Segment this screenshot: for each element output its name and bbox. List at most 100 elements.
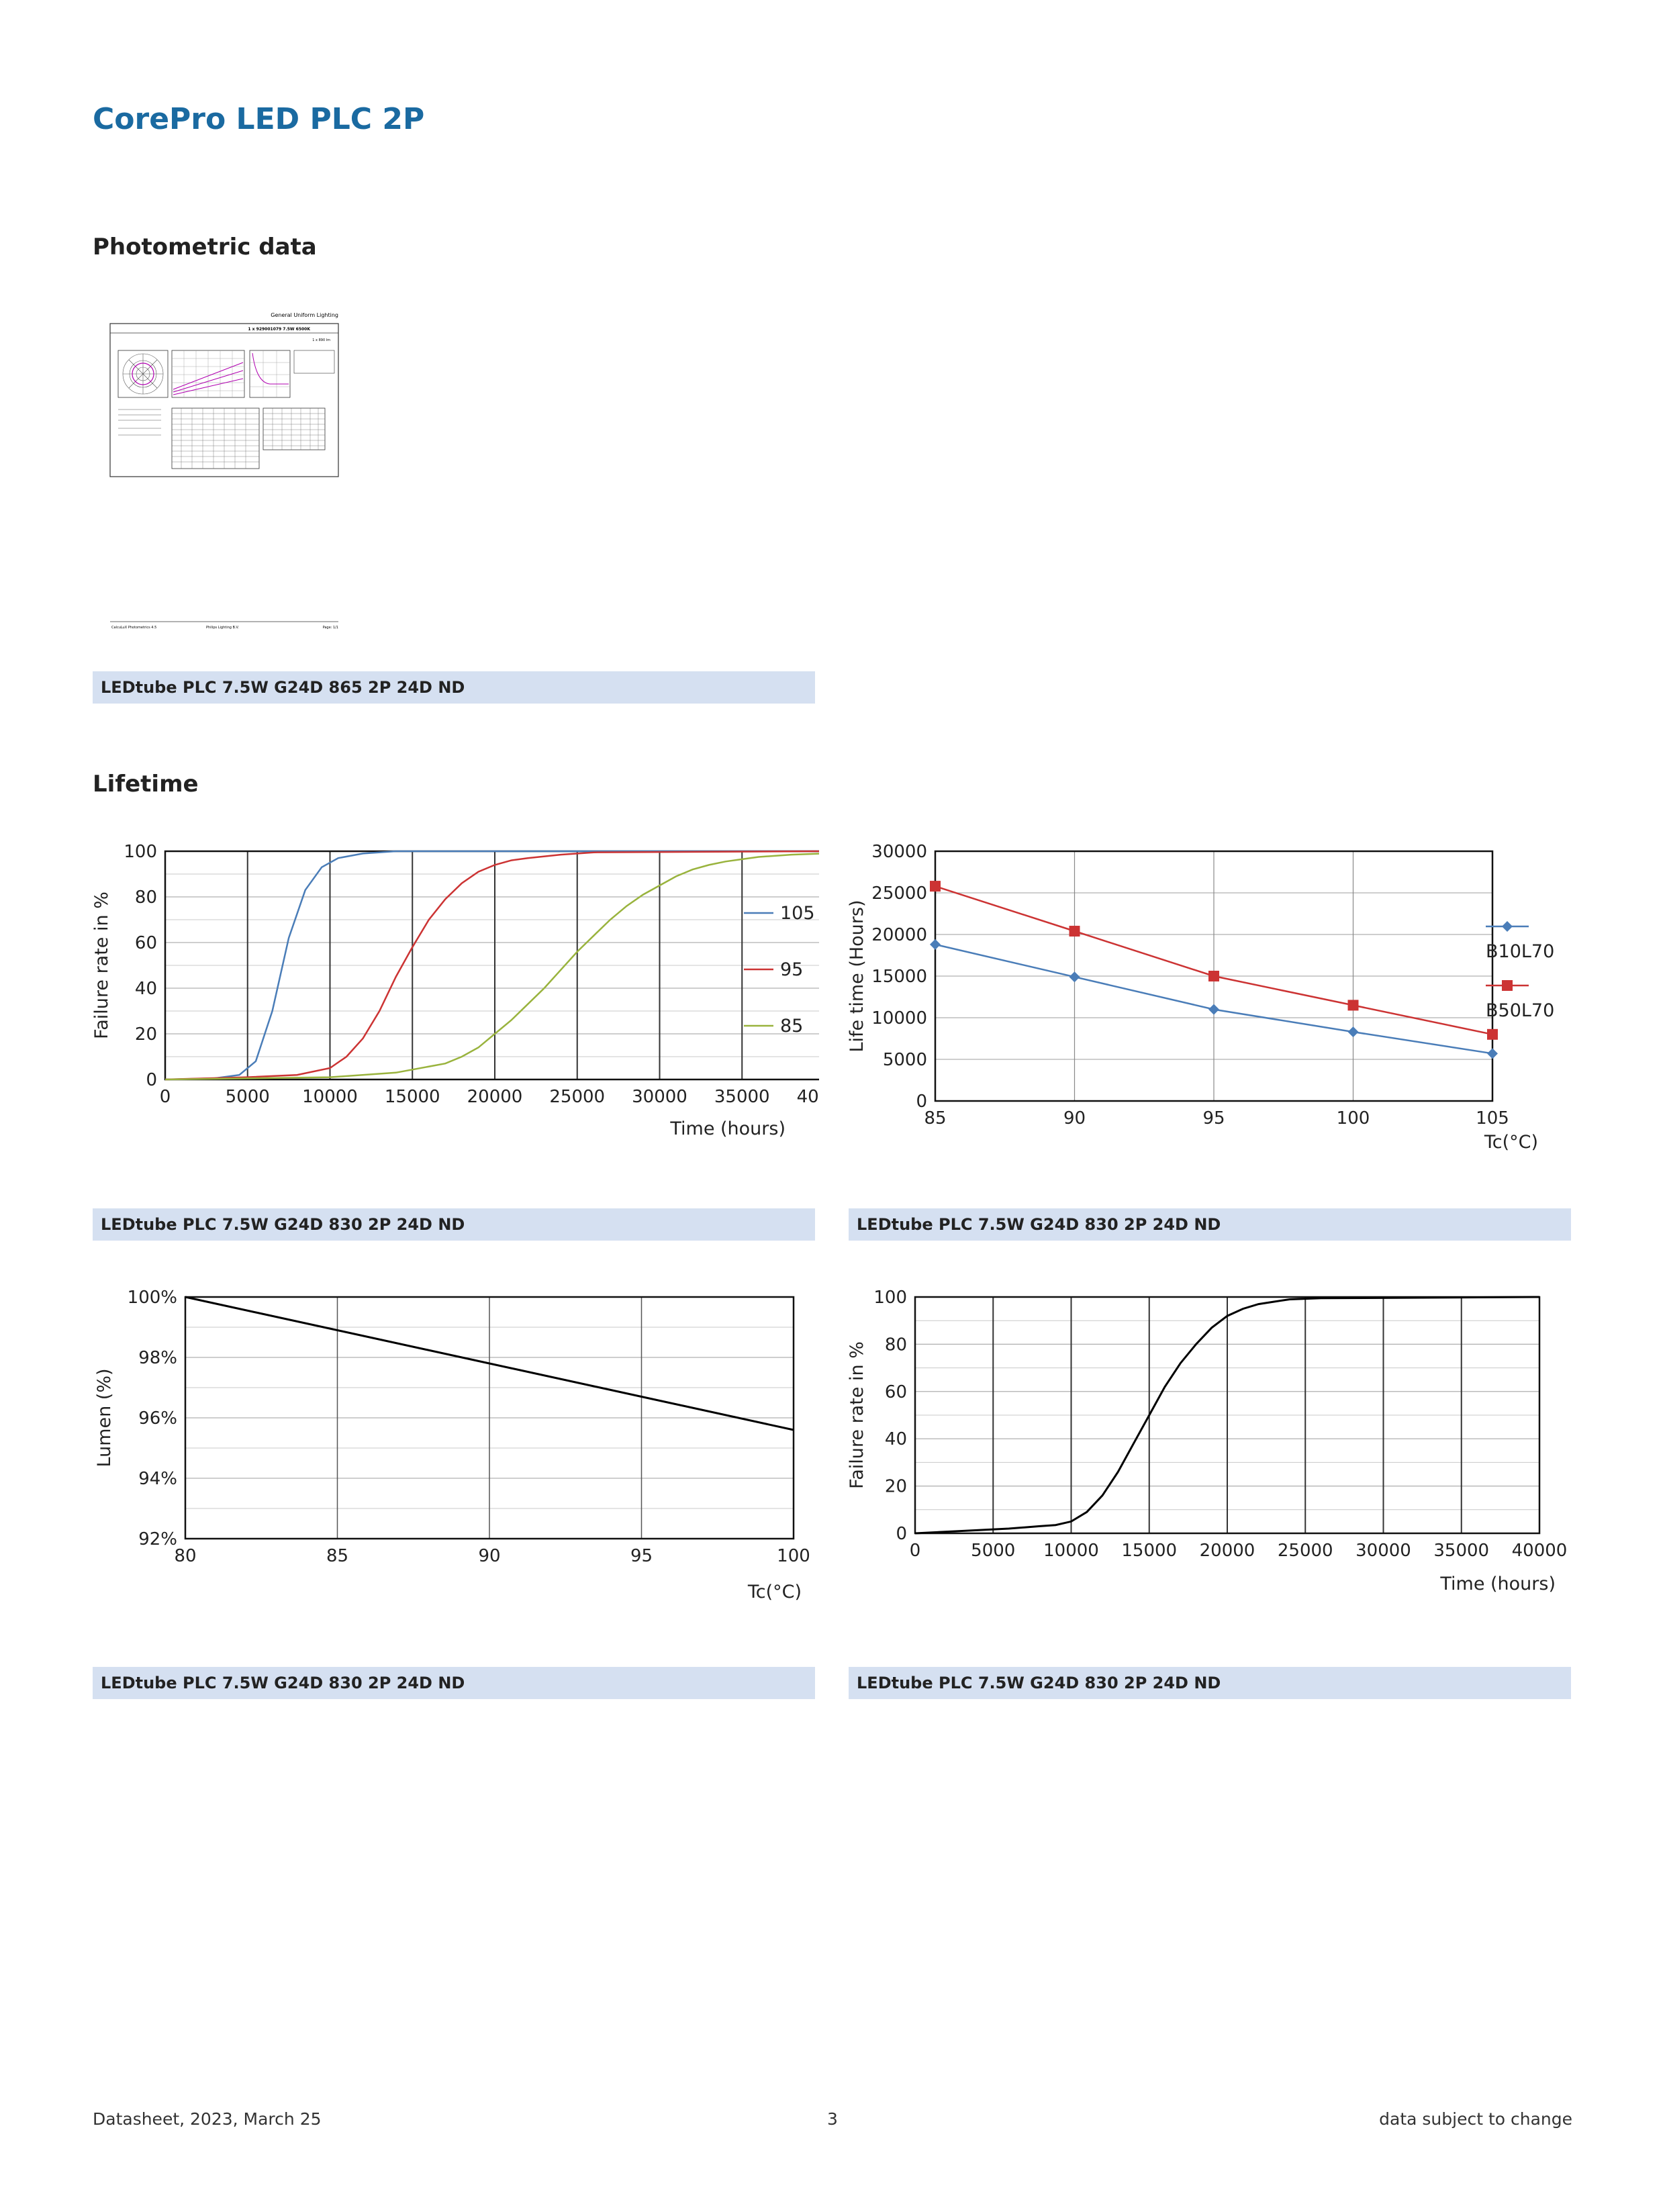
section-title-photometric: Photometric data xyxy=(93,234,317,260)
x-tick-label: 100 xyxy=(1337,1108,1370,1128)
y-tick-label: 0 xyxy=(146,1070,157,1090)
data-point xyxy=(930,881,941,892)
plot-frame xyxy=(914,1296,1541,1535)
thumb-footer-left: CalcuLuX Photometrics 4.5 xyxy=(111,626,156,630)
y-tick-label: 40 xyxy=(885,1429,907,1449)
series-line-95 xyxy=(164,850,819,1081)
x-tick-label: 0 xyxy=(160,1087,171,1107)
y-tick-label: 60 xyxy=(885,1382,907,1402)
series-line-0 xyxy=(185,1296,794,1431)
thumb-polar-diagram xyxy=(117,350,169,398)
y-tick-label: 0 xyxy=(916,1092,927,1112)
photometric-data-sheet: General Uniform Lighting 1 x 929001079 7… xyxy=(109,312,339,630)
y-tick-label: 98% xyxy=(138,1348,177,1368)
y-tick-label: 80 xyxy=(135,887,157,908)
chart-failure-rate-by-temperature: 0 20 40 60 80 100 0 5000 10000 15000 20000 25000 300… xyxy=(91,842,819,1139)
y-tick-label: 94% xyxy=(138,1469,177,1489)
x-tick-label: 20000 xyxy=(1200,1541,1255,1561)
x-tick-label: 10000 xyxy=(302,1087,358,1107)
data-point xyxy=(1487,1048,1498,1059)
caption-chart3: LEDtube PLC 7.5W G24D 830 2P 24D ND xyxy=(93,1667,815,1699)
x-tick-label: 30000 xyxy=(632,1087,687,1107)
thumb-ugr-diagram xyxy=(249,350,335,398)
thumb-quantity-diagram xyxy=(171,350,245,398)
x-tick-label: 5000 xyxy=(226,1087,270,1107)
y-tick-label: 30000 xyxy=(871,842,927,862)
x-tick-label: 90 xyxy=(1063,1108,1086,1128)
y-tick-label: 10000 xyxy=(871,1008,927,1028)
legend-marker xyxy=(1502,980,1513,991)
x-tick-label: 85 xyxy=(326,1546,348,1566)
thumb-header: General Uniform Lighting xyxy=(271,312,338,318)
series-line-105 xyxy=(164,850,819,1081)
footer-disclaimer: data subject to change xyxy=(1379,2109,1572,2129)
data-point xyxy=(1069,926,1080,937)
x-tick-label: 40000 xyxy=(1512,1541,1568,1561)
caption-photometric: LEDtube PLC 7.5W G24D 865 2P 24D ND xyxy=(93,671,815,704)
y-tick-label: 20 xyxy=(135,1024,157,1045)
plot-frame xyxy=(184,1296,795,1540)
x-tick-label: 90 xyxy=(478,1546,500,1566)
data-point xyxy=(930,939,941,950)
x-axis-label: Tc(°C) xyxy=(1484,1132,1538,1153)
x-tick-label: 40000 xyxy=(797,1087,819,1107)
y-axis-label: Lumen (%) xyxy=(94,1368,115,1467)
data-point xyxy=(1347,1000,1359,1011)
x-axis-label: Time (hours) xyxy=(669,1118,786,1139)
x-tick-label: 105 xyxy=(1476,1108,1509,1128)
legend-label: 95 xyxy=(780,959,803,980)
y-tick-label: 25000 xyxy=(871,883,927,904)
x-axis-label: Tc(°C) xyxy=(747,1582,802,1602)
x-tick-label: 95 xyxy=(630,1546,653,1566)
x-tick-label: 95 xyxy=(1202,1108,1225,1128)
x-tick-label: 5000 xyxy=(971,1541,1015,1561)
y-tick-label: 5000 xyxy=(883,1050,927,1070)
thumb-footer-right: Page: 1/1 xyxy=(323,626,338,630)
chart-failure-rate-830: 0 20 40 60 80 100 0 5000 10000 15000 20000 25000 300… xyxy=(847,1289,1568,1594)
x-tick-label: 100 xyxy=(777,1546,810,1566)
x-tick-label: 0 xyxy=(910,1541,921,1561)
y-tick-label: 100 xyxy=(873,1289,907,1308)
caption-chart4: LEDtube PLC 7.5W G24D 830 2P 24D ND xyxy=(849,1667,1571,1699)
x-tick-label: 10000 xyxy=(1043,1541,1099,1561)
x-tick-label: 15000 xyxy=(385,1087,440,1107)
x-tick-label: 25000 xyxy=(549,1087,605,1107)
series-line-0 xyxy=(914,1296,1540,1535)
section-title-lifetime: Lifetime xyxy=(93,771,199,798)
thumb-luminance-table xyxy=(263,407,326,450)
thumb-footer-mid: Philips Lighting B.V. xyxy=(206,626,239,630)
legend-label: B10L70 xyxy=(1486,941,1554,962)
legend-marker xyxy=(1502,921,1513,932)
footer-page-number: 3 xyxy=(827,2109,838,2129)
data-point xyxy=(1208,971,1219,981)
y-tick-label: 100 xyxy=(124,842,157,862)
legend-label: 85 xyxy=(780,1016,803,1037)
legend-label: 105 xyxy=(780,903,815,924)
thumb-subheader: 1 x 929001079 7.5W 6500K xyxy=(248,327,310,332)
data-point xyxy=(1208,1004,1219,1015)
thumb-illuminance-table xyxy=(171,407,260,469)
y-tick-label: 40 xyxy=(135,979,157,999)
y-tick-label: 100% xyxy=(128,1289,177,1308)
y-tick-label: 80 xyxy=(885,1335,907,1355)
x-axis-label: Time (hours) xyxy=(1439,1574,1556,1594)
plot-frame xyxy=(934,850,1494,1102)
footer-date: Datasheet, 2023, March 25 xyxy=(93,2109,322,2129)
x-tick-label: 20000 xyxy=(467,1087,523,1107)
x-tick-label: 35000 xyxy=(714,1087,770,1107)
x-tick-label: 30000 xyxy=(1355,1541,1411,1561)
legend-label: B50L70 xyxy=(1486,1000,1554,1021)
data-point xyxy=(1069,971,1080,983)
y-tick-label: 20000 xyxy=(871,925,927,945)
page-title: CorePro LED PLC 2P xyxy=(93,102,425,136)
caption-chart1: LEDtube PLC 7.5W G24D 830 2P 24D ND xyxy=(93,1208,815,1241)
data-point xyxy=(1487,1028,1498,1040)
data-point xyxy=(1347,1026,1359,1038)
y-tick-label: 92% xyxy=(138,1529,177,1549)
chart-life-time-vs-tc: 0 5000 10000 15000 20000 25000 30000 85 90 95 100 1… xyxy=(847,842,1554,1153)
thumb-lumen: 1 x 890 lm xyxy=(312,338,330,342)
x-tick-label: 80 xyxy=(174,1546,196,1566)
y-tick-label: 20 xyxy=(885,1477,907,1497)
y-axis-label: Life time (Hours) xyxy=(847,900,867,1053)
x-tick-label: 35000 xyxy=(1433,1541,1489,1561)
